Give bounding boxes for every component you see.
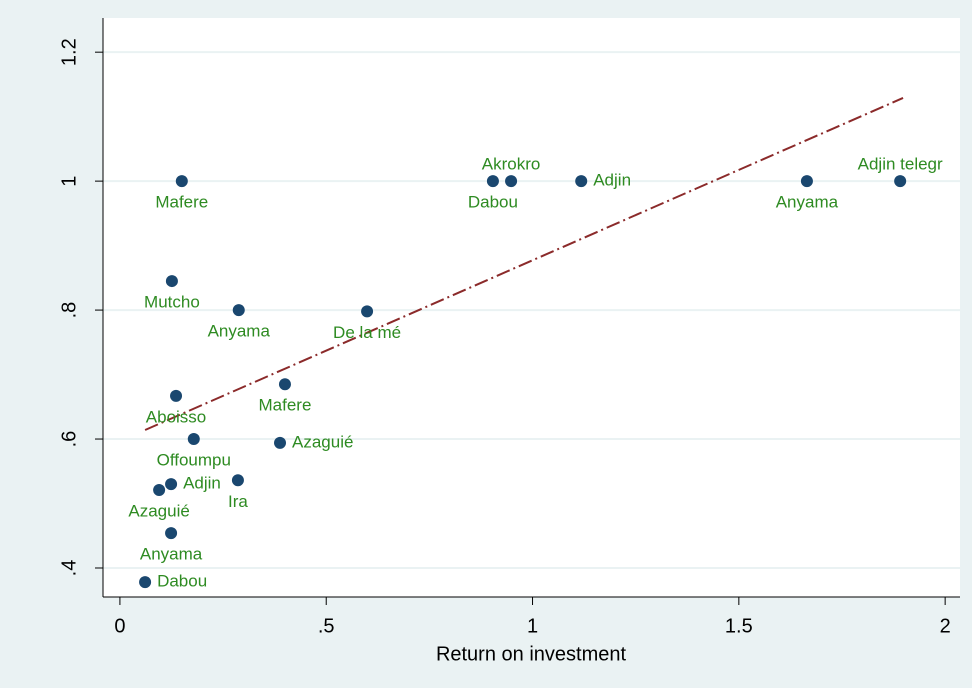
point — [486, 175, 499, 188]
x-tick-label: 0 — [114, 615, 125, 637]
point — [894, 175, 907, 188]
point — [278, 378, 291, 391]
point — [175, 175, 188, 188]
point-label: Mafere — [155, 193, 208, 212]
point — [361, 305, 374, 318]
fit-line — [144, 97, 904, 431]
point — [170, 389, 183, 402]
y-tick-label: .6 — [58, 431, 80, 448]
point — [575, 175, 588, 188]
point — [139, 576, 152, 589]
point — [274, 436, 287, 449]
point-label: Anyama — [140, 545, 203, 564]
x-axis-label: Return on investment — [436, 643, 627, 665]
point-label: Aboisso — [146, 407, 206, 426]
point-label: Adjin — [183, 474, 221, 493]
point — [231, 474, 244, 487]
x-tick-label: 1 — [527, 615, 538, 637]
x-tick-label: .5 — [318, 615, 335, 637]
point-label: Ira — [228, 492, 248, 511]
y-tick-label: .8 — [58, 302, 80, 319]
point — [165, 527, 178, 540]
point-label: Adjin — [593, 171, 631, 190]
point — [165, 478, 178, 491]
x-tick-label: 1.5 — [725, 615, 753, 637]
point — [505, 175, 518, 188]
y-tick-label: 1.2 — [58, 38, 80, 66]
plot-area — [103, 18, 960, 597]
point-label: Azaguié — [292, 432, 353, 451]
point-label: Dabou — [157, 572, 207, 591]
point-label: De la mé — [333, 323, 401, 342]
point-label: Offoumpu — [157, 451, 231, 470]
point — [800, 175, 813, 188]
point-label: Adjin telegr — [858, 155, 943, 174]
point-label: Anyama — [776, 193, 839, 212]
point-label: Akrokro — [482, 155, 541, 174]
point-label: Mafere — [259, 396, 312, 415]
point — [232, 304, 245, 317]
point-label: Dabou — [468, 193, 518, 212]
point — [153, 483, 166, 496]
y-tick-label: 1 — [58, 176, 80, 187]
point-label: Anyama — [208, 322, 271, 341]
point — [165, 275, 178, 288]
x-tick-label: 2 — [940, 615, 951, 637]
point — [187, 433, 200, 446]
point-label: Azaguié — [128, 501, 189, 520]
y-tick-label: .4 — [58, 560, 80, 577]
point-label: Mutcho — [144, 293, 200, 312]
